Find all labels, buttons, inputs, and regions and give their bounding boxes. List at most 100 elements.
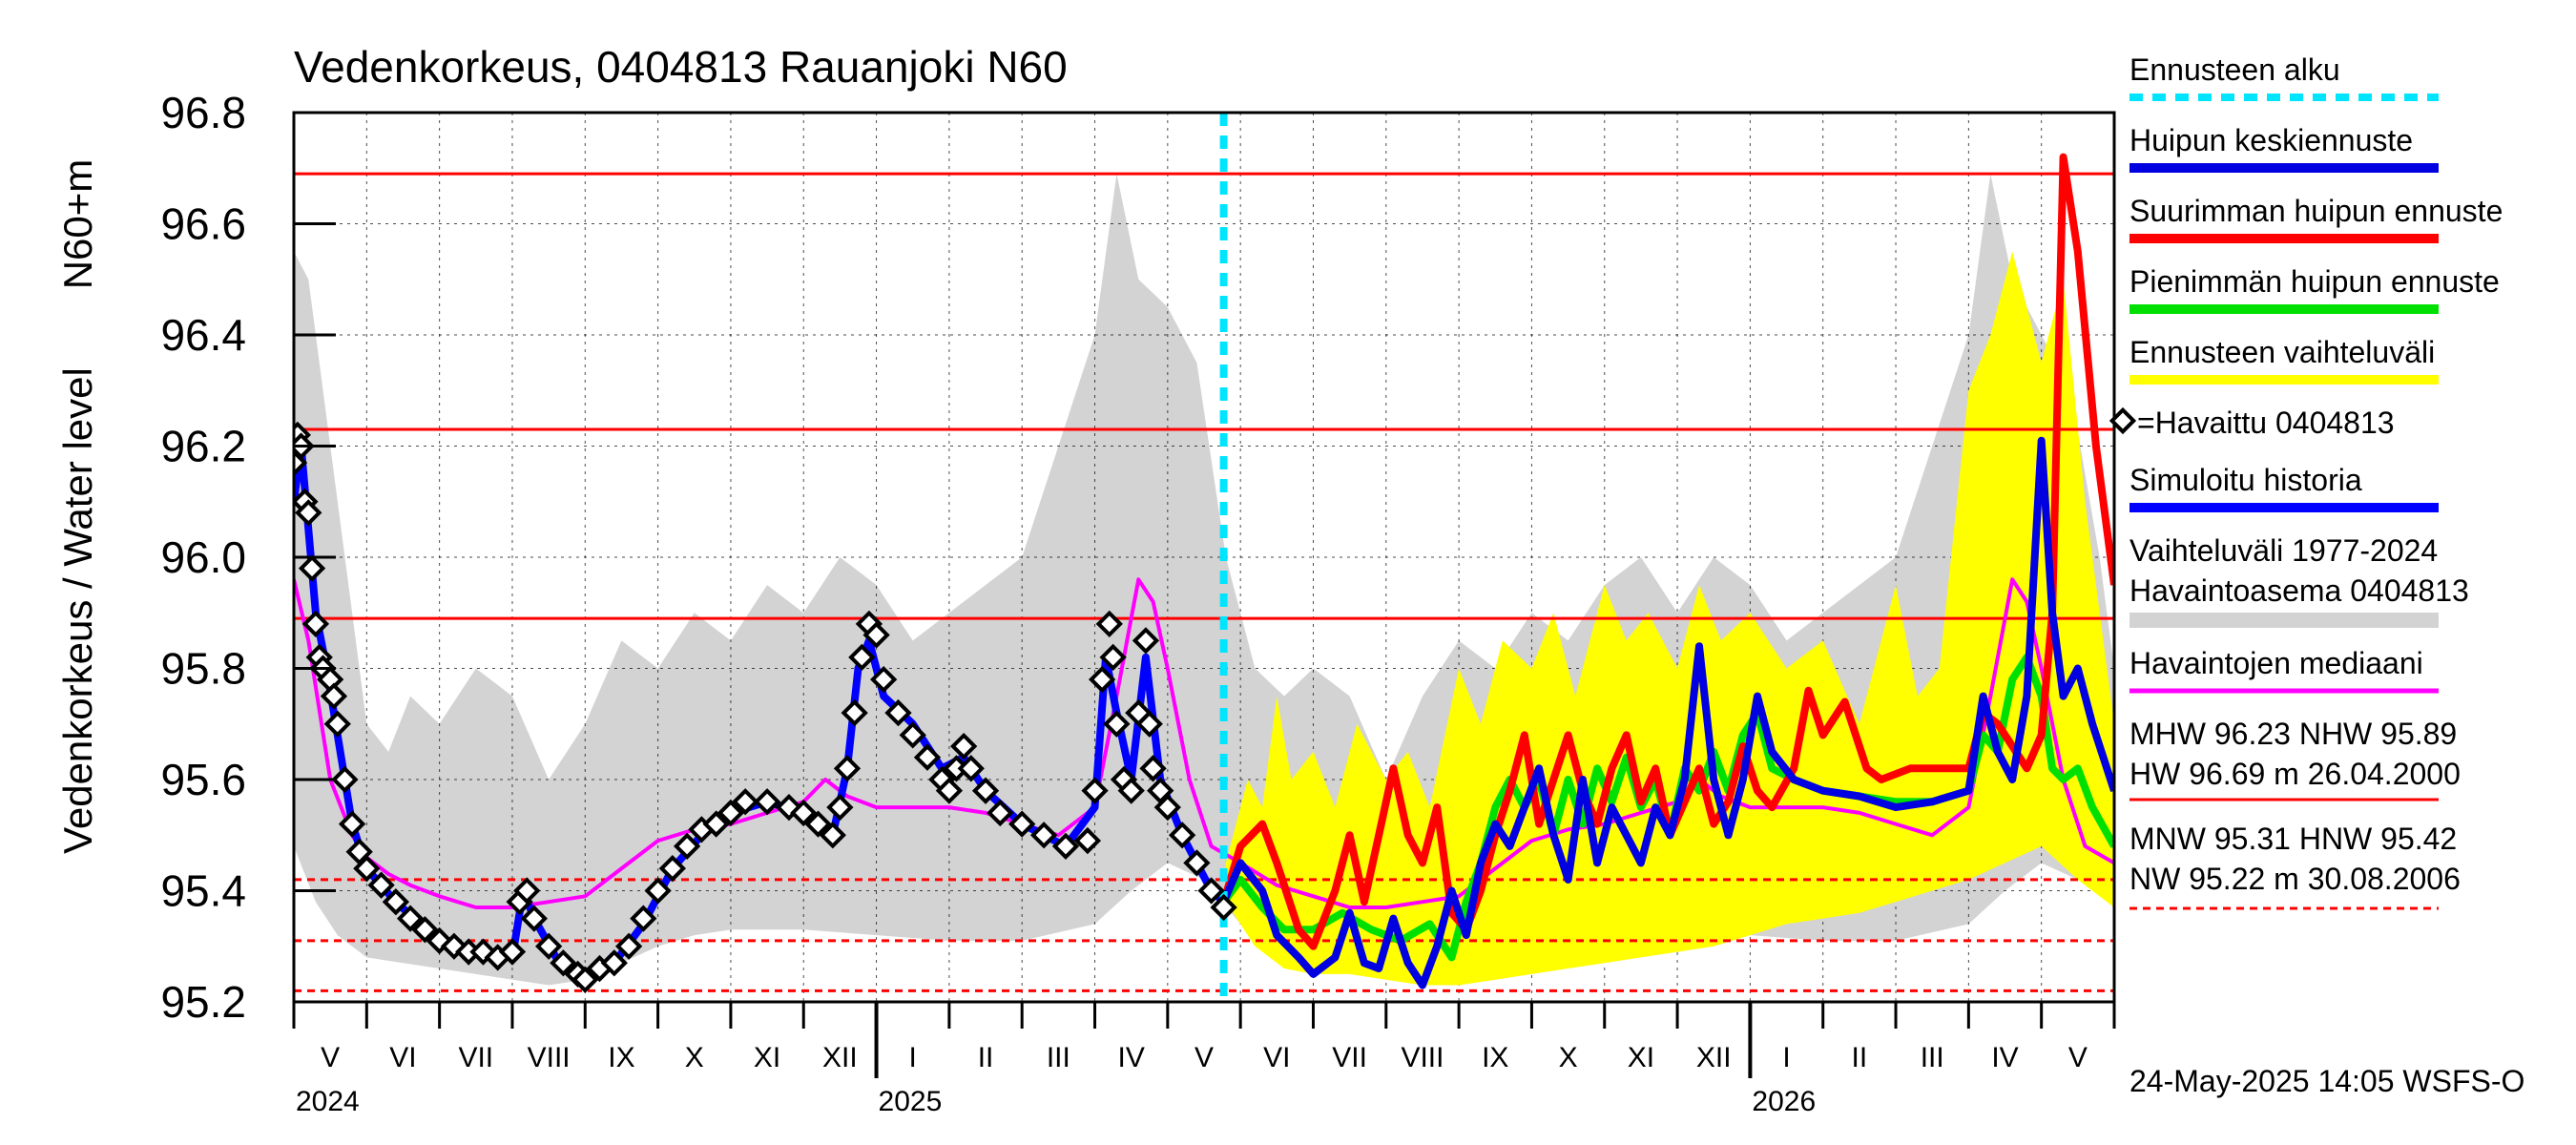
axis-layer: 95.295.495.695.896.096.296.496.696.8V VI V…	[160, 88, 2116, 1117]
month-label: II	[978, 1042, 994, 1073]
observed-point	[790, 799, 818, 827]
month-label: X	[685, 1042, 704, 1073]
legend-stats-line-2: HW 96.69 m 26.04.2000	[2129, 757, 2461, 791]
observed-point	[301, 610, 330, 638]
y-tick-label: 95.6	[160, 755, 246, 804]
month-label: XII	[1696, 1042, 1732, 1073]
series-layer	[294, 113, 2114, 1002]
observed-point	[630, 905, 657, 932]
observed-point	[848, 643, 876, 672]
observed-point	[411, 916, 439, 944]
observed-markers-layer	[294, 421, 1237, 993]
observed-point	[1088, 665, 1116, 694]
observed-point	[753, 788, 781, 816]
observed-point	[513, 877, 541, 905]
y-tick-label: 96.2	[160, 422, 246, 471]
month-label: II	[1852, 1042, 1868, 1073]
observed-point	[1008, 810, 1036, 838]
observed-point	[1051, 832, 1080, 861]
observed-point	[1073, 826, 1102, 855]
y-tick-label: 96.8	[160, 88, 246, 137]
month-label: XII	[822, 1042, 858, 1073]
observed-point	[884, 698, 912, 727]
legend-peak-mean-label: Huipun keskiennuste	[2129, 123, 2413, 157]
observed-point	[833, 755, 862, 782]
observed-point	[943, 755, 970, 782]
y-axis-label-outer: Vedenkorkeus / Water level	[55, 367, 100, 854]
observed-point	[320, 682, 348, 710]
legend-forecast-start-label: Ennusteen alku	[2129, 52, 2340, 87]
y-tick-label: 95.8	[160, 644, 246, 694]
observed-point	[1135, 710, 1163, 738]
y-tick-label: 96.0	[160, 532, 246, 582]
observed-point	[535, 932, 563, 960]
year-label: 2026	[1752, 1086, 1816, 1117]
month-label: I	[909, 1042, 917, 1073]
legend: Ennusteen alku Huipun keskiennuste Suuri…	[2109, 52, 2503, 910]
observed-point	[298, 554, 326, 582]
month-label: V	[321, 1042, 340, 1073]
observed-point	[957, 755, 985, 782]
month-label: IX	[608, 1042, 634, 1073]
observed-point	[331, 765, 359, 794]
legend-peak-max-label: Suurimman huipun ennuste	[2129, 194, 2503, 228]
observed-point	[1095, 610, 1123, 638]
observed-point	[614, 932, 643, 960]
observed-point	[550, 949, 577, 977]
observed-point	[1153, 794, 1181, 822]
observed-point	[717, 799, 745, 827]
observed-point	[1139, 755, 1167, 782]
observed-point	[702, 810, 730, 838]
observed-point	[1099, 643, 1127, 672]
observed-point	[1210, 893, 1237, 922]
legend-stats-line-3: MNW 95.31 HNW 95.42	[2129, 822, 2457, 856]
month-label: XI	[754, 1042, 780, 1073]
legend-simulated-label: Simuloitu historia	[2129, 463, 2362, 497]
observed-point	[367, 871, 395, 899]
observed-point	[353, 855, 381, 883]
observed-point	[1103, 710, 1131, 738]
y-tick-label: 96.4	[160, 310, 246, 360]
observed-point	[841, 698, 868, 727]
month-label: I	[1782, 1042, 1790, 1073]
month-label: III	[1921, 1042, 1944, 1073]
observed-point	[804, 810, 832, 838]
month-label: V	[1195, 1042, 1214, 1073]
observed-point	[935, 777, 964, 804]
median-line	[294, 577, 2114, 909]
chart-title: Vedenkorkeus, 0404813 Rauanjoki N60	[294, 42, 1068, 92]
legend-hist-range-swatch	[2129, 613, 2439, 628]
observed-point	[987, 799, 1014, 827]
month-label: VIII	[528, 1042, 571, 1073]
legend-stats-line-4: NW 95.22 m 30.08.2006	[2129, 862, 2461, 896]
month-label: IV	[1991, 1042, 2018, 1073]
footer-timestamp: 24-May-2025 14:05 WSFS-O	[2129, 1064, 2524, 1098]
legend-observed-label: =Havaittu 0404813	[2137, 406, 2395, 440]
legend-hist-range-label-2: Havaintoasema 0404813	[2129, 573, 2469, 608]
observed-point	[899, 721, 926, 749]
observed-point	[1197, 877, 1225, 905]
observed-point	[600, 949, 628, 977]
observed-point	[732, 788, 759, 816]
observed-point	[338, 810, 366, 838]
year-label: 2025	[879, 1086, 943, 1117]
observed-point	[658, 855, 687, 883]
observed-point	[826, 793, 854, 822]
observed-point	[295, 499, 322, 527]
month-label: IX	[1482, 1042, 1508, 1073]
legend-peak-min-label: Pienimmän huipun ennuste	[2129, 264, 2500, 299]
observed-point	[396, 905, 425, 932]
month-label: V	[2068, 1042, 2088, 1073]
month-label: XI	[1628, 1042, 1654, 1073]
month-label: VI	[1263, 1042, 1290, 1073]
month-label: III	[1047, 1042, 1070, 1073]
month-label: VII	[1332, 1042, 1367, 1073]
legend-observed-marker	[2109, 406, 2137, 435]
month-label: X	[1559, 1042, 1578, 1073]
observed-point	[1168, 822, 1196, 849]
observed-point	[1029, 822, 1058, 849]
observed-point	[455, 938, 483, 966]
observed-point	[382, 888, 410, 916]
y-tick-label: 96.6	[160, 199, 246, 249]
